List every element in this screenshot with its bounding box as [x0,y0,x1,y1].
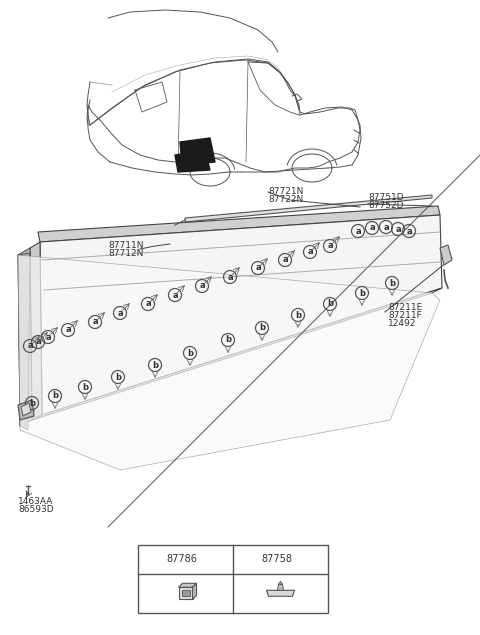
Text: b: b [29,399,35,408]
Text: b: b [359,288,365,298]
Text: b: b [82,382,88,392]
Text: b: b [187,349,193,358]
Text: b: b [225,335,231,345]
Text: a: a [172,290,178,300]
Text: 87711N: 87711N [108,241,144,250]
Polygon shape [18,400,34,420]
Text: a: a [92,318,98,326]
Text: b: b [327,300,333,309]
Polygon shape [18,255,440,470]
Polygon shape [266,591,295,596]
Polygon shape [185,195,432,222]
Text: a: a [307,248,313,257]
Text: a: a [117,309,123,318]
Polygon shape [32,288,442,420]
Text: a: a [355,227,361,236]
Text: a: a [255,264,261,272]
Polygon shape [30,242,42,420]
Text: 87786: 87786 [166,554,197,565]
Text: 87752D: 87752D [368,201,404,210]
Polygon shape [278,581,283,584]
Text: a: a [327,241,333,250]
Text: a: a [35,337,41,347]
FancyBboxPatch shape [179,587,192,599]
Text: 87211E: 87211E [388,304,422,312]
Text: b: b [52,392,58,401]
Text: 87758: 87758 [261,554,292,565]
Text: a: a [282,255,288,265]
Text: 87721N: 87721N [268,187,303,196]
Polygon shape [277,584,284,591]
Text: 87751D: 87751D [368,194,404,203]
Text: a: a [227,272,233,281]
Text: 12492: 12492 [388,319,416,328]
Text: 1463AA: 1463AA [18,497,53,507]
Text: 87211F: 87211F [388,312,422,321]
Text: a: a [369,224,375,232]
Polygon shape [175,150,210,172]
Text: a: a [65,326,71,335]
Text: a: a [149,555,155,564]
Polygon shape [18,248,32,426]
Text: b: b [389,279,395,288]
Polygon shape [18,253,30,430]
Text: b: b [115,373,121,382]
Text: b: b [259,323,265,333]
Polygon shape [40,215,442,415]
FancyBboxPatch shape [181,591,190,596]
Text: a: a [199,281,205,290]
Text: 87722N: 87722N [268,196,303,204]
Text: b: b [244,555,250,564]
Text: a: a [145,300,151,309]
FancyBboxPatch shape [138,545,328,613]
Text: b: b [152,361,158,370]
Text: 87712N: 87712N [108,248,144,258]
Polygon shape [440,245,452,265]
Text: a: a [406,227,412,236]
Text: a: a [383,222,389,232]
Polygon shape [21,403,31,416]
Text: 86593D: 86593D [18,505,54,514]
Text: b: b [295,311,301,319]
Polygon shape [192,584,196,599]
Text: a: a [395,225,401,234]
Text: a: a [27,342,33,351]
Polygon shape [180,138,215,165]
Polygon shape [179,584,196,587]
Polygon shape [38,206,440,242]
Text: a: a [45,333,51,342]
